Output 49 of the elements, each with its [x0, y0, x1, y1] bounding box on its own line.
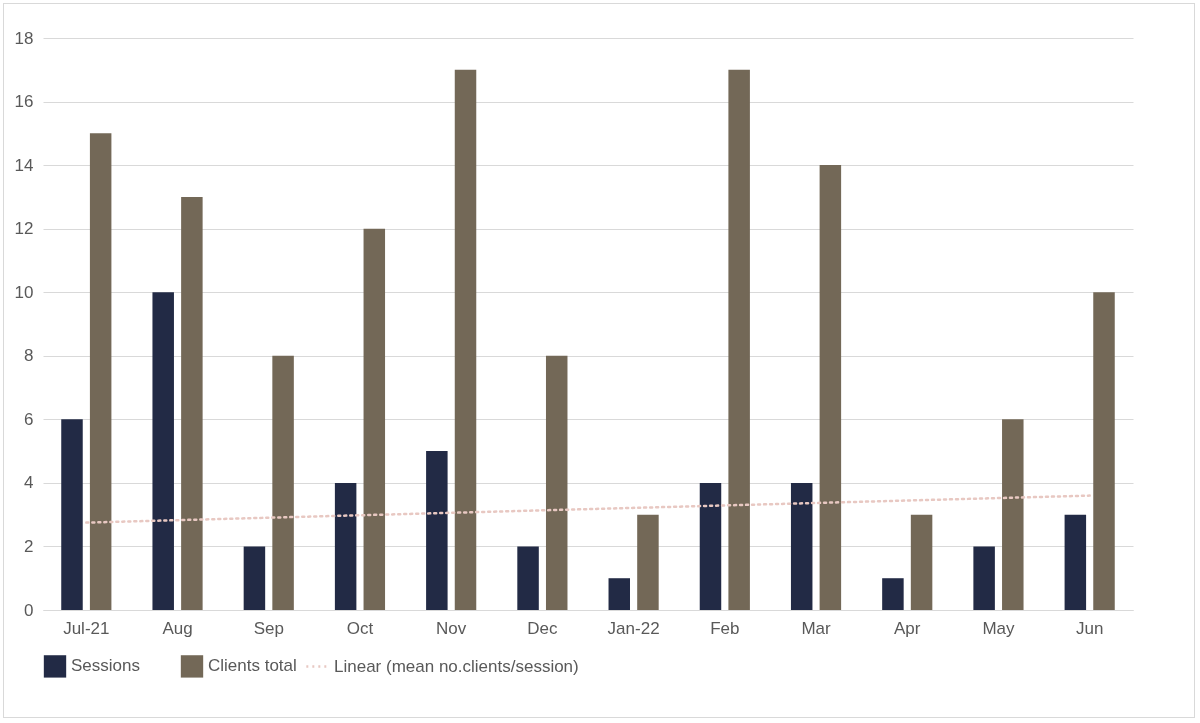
bar: [89, 133, 112, 610]
y-tick-label: 2: [24, 536, 34, 556]
y-tick-label: 0: [24, 600, 34, 620]
bar: [608, 578, 631, 610]
y-tick-label: 14: [14, 155, 34, 175]
y-tick-label: 8: [24, 346, 34, 366]
x-tick-label: Sep: [253, 618, 284, 638]
bar: [545, 355, 568, 610]
x-tick-label: Jan-22: [607, 618, 660, 638]
bar: [243, 546, 266, 610]
bar: [1064, 514, 1087, 610]
bar: [334, 482, 357, 610]
bar: [517, 546, 539, 610]
bar: [1093, 292, 1115, 610]
legend-label: Linear (mean no.clients/session): [334, 656, 579, 676]
x-tick-label: Jul-21: [63, 618, 110, 638]
y-tick-label: 6: [24, 409, 34, 429]
legend-label: Sessions: [71, 656, 140, 676]
bar: [637, 514, 659, 610]
bar: [699, 482, 722, 610]
y-tick-label: 10: [14, 282, 34, 302]
bar: [152, 292, 174, 610]
x-tick-label: Apr: [894, 618, 921, 638]
legend-label: Clients total: [208, 656, 297, 676]
x-tick-label: Mar: [801, 618, 832, 638]
bar: [1002, 419, 1024, 610]
bar: [882, 578, 904, 610]
bar: [454, 69, 477, 610]
y-tick-label: 16: [14, 92, 34, 112]
y-tick-label: 12: [14, 219, 34, 239]
bar: [426, 451, 448, 610]
bar: [181, 196, 203, 610]
y-tick-label: 18: [14, 28, 34, 48]
x-tick-label: Feb: [710, 618, 740, 638]
bar: [272, 355, 294, 610]
x-tick-label: Oct: [346, 618, 374, 638]
x-tick-label: Aug: [162, 618, 193, 638]
bar: [363, 228, 386, 610]
bar: [790, 482, 813, 610]
x-tick-label: Dec: [527, 618, 559, 638]
y-tick-label: 4: [24, 473, 34, 493]
x-tick-label: Nov: [436, 618, 467, 638]
x-tick-label: May: [982, 618, 1016, 638]
bar: [819, 165, 842, 610]
bar: [61, 419, 83, 610]
x-tick-label: Jun: [1075, 618, 1104, 638]
bar: [973, 546, 995, 610]
bar: [728, 69, 750, 610]
bar: [910, 514, 933, 610]
